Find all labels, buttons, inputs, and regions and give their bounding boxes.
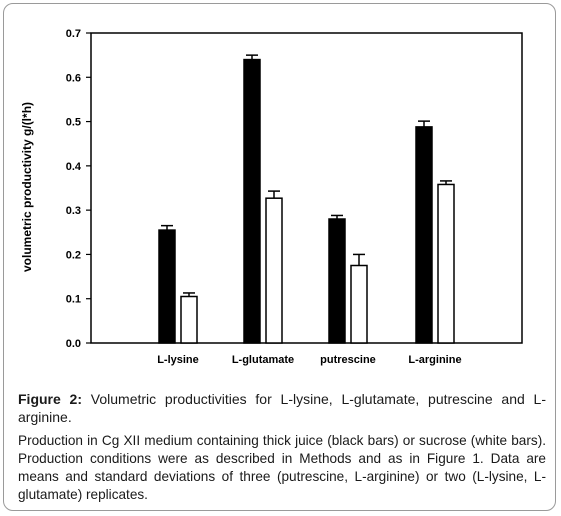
y-tick-label: 0.7 bbox=[66, 28, 81, 40]
y-tick-label: 0.4 bbox=[66, 161, 82, 173]
white-bar bbox=[350, 264, 368, 344]
x-category-label: L-lysine bbox=[157, 354, 199, 366]
y-axis-title: volumetric productivity g/(l*h) bbox=[20, 102, 34, 272]
white-bar bbox=[180, 295, 198, 344]
white-bar bbox=[437, 183, 455, 344]
figure-label: Figure 2: bbox=[18, 391, 83, 407]
white-bar bbox=[265, 197, 283, 344]
bar-chart: 0.0 0.1 0.2 0.3 0.4 0.5 0.6 0.7 L-lysine L-glutam… bbox=[20, 28, 523, 366]
figure-caption: Figure 2: Volumetric productivities for … bbox=[18, 390, 546, 426]
figure-title: Volumetric productivities for L-lysine, … bbox=[18, 391, 546, 425]
figure-caption-detail: Production in Cg XII medium containing t… bbox=[18, 433, 546, 502]
black-bar bbox=[243, 58, 261, 344]
x-category-label: putrescine bbox=[320, 354, 376, 366]
y-tick-label: 0.1 bbox=[66, 294, 81, 306]
x-category-label: L-arginine bbox=[408, 354, 461, 366]
y-tick-label: 0.3 bbox=[66, 205, 81, 217]
black-bar bbox=[328, 218, 346, 344]
figure-caption-block: Figure 2: Volumetric productivities for … bbox=[18, 390, 546, 504]
plot-frame bbox=[90, 32, 523, 344]
plot-area: 0.0 0.1 0.2 0.3 0.4 0.5 0.6 0.7 L-lysine L-glutam… bbox=[66, 28, 523, 366]
y-tick-label: 0.5 bbox=[66, 117, 81, 129]
black-bar bbox=[158, 229, 176, 344]
y-tick-label: 0.0 bbox=[66, 338, 81, 350]
black-bar bbox=[415, 126, 433, 344]
y-tick-label: 0.2 bbox=[66, 249, 81, 261]
y-tick-label: 0.6 bbox=[66, 72, 81, 84]
x-category-label: L-glutamate bbox=[232, 354, 294, 366]
